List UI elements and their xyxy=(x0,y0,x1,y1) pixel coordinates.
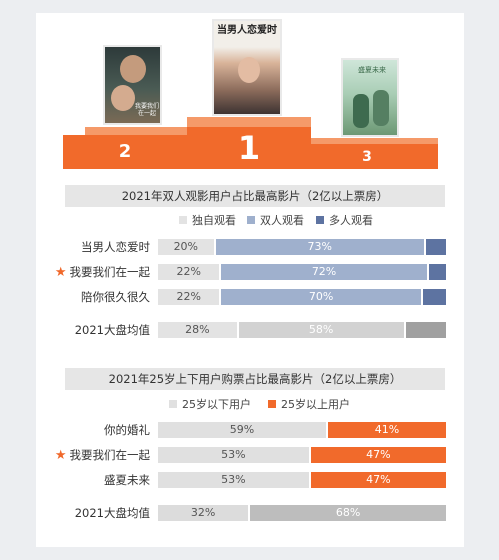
podium-rank-1: 1 xyxy=(237,129,261,167)
chart1-row-label-text: 陪你很久很久 xyxy=(81,290,150,304)
chart1-row-label-1: ★ 我要我们在一起 xyxy=(40,264,150,281)
chart1-row-label-3: 2021大盘均值 xyxy=(40,322,150,338)
chart2-legend-over25-swatch xyxy=(268,400,276,408)
chart2-legend-under25-label: 25岁以下用户 xyxy=(182,398,251,411)
chart1-bar-3-2 xyxy=(405,322,446,338)
chart1-bar-1-0: 22% xyxy=(158,264,220,280)
chart2-bar-0-1: 41% xyxy=(327,422,446,438)
chart1-row-label-text: 2021大盘均值 xyxy=(74,323,150,337)
chart1-legend-duo-swatch xyxy=(247,216,255,224)
chart1-bar-0-0: 20% xyxy=(158,239,214,255)
chart1-row-label-0: 当男人恋爱时 xyxy=(40,239,150,255)
poster-1-face xyxy=(238,57,260,83)
chart2-bar-2-1: 47% xyxy=(310,472,446,488)
chart1-legend-solo: 独自观看 xyxy=(179,214,236,228)
podium-top-right xyxy=(311,138,438,144)
chart2-row-label-text: 盛夏未来 xyxy=(104,473,150,487)
chart1-bar-3-0: 28% xyxy=(158,322,237,338)
chart2-bar-0-0: 59% xyxy=(158,422,326,438)
chart1-legend-duo-label: 双人观看 xyxy=(260,214,304,227)
chart1-bar-1-1: 72% xyxy=(221,264,427,280)
chart2-legend-under25-swatch xyxy=(169,400,177,408)
podium-top-left xyxy=(85,127,187,135)
chart1-legend-multi-swatch xyxy=(316,216,324,224)
podium-top-center xyxy=(187,117,311,127)
chart1-legend-duo: 双人观看 xyxy=(247,214,304,228)
chart1-row-label-2: 陪你很久很久 xyxy=(40,289,150,305)
chart2-row-label-text: 我要我们在一起 xyxy=(69,448,151,462)
chart1-bar-2-2 xyxy=(422,289,446,305)
chart1-bar-3-1: 58% xyxy=(238,322,404,338)
chart2-legend-over25-label: 25岁以上用户 xyxy=(281,398,350,411)
poster-rank-1: 当男人恋爱时 xyxy=(212,19,282,116)
chart2-row-label-text: 2021大盘均值 xyxy=(74,506,150,520)
chart1-legend-multi: 多人观看 xyxy=(316,214,373,228)
poster-1-title: 当男人恋爱时 xyxy=(217,25,277,36)
chart1-title: 2021年双人观影用户占比最高影片（2亿以上票房） xyxy=(65,185,445,207)
chart1-bar-2-1: 70% xyxy=(221,289,421,305)
chart2-row-label-1: ★ 我要我们在一起 xyxy=(40,447,150,464)
chart2-bar-1-1: 47% xyxy=(310,447,446,463)
star-icon: ★ xyxy=(54,265,67,280)
chart1-bar-1-2 xyxy=(428,264,446,280)
podium-rank-2: 2 xyxy=(118,141,132,162)
podium-rank-3: 3 xyxy=(362,149,372,165)
poster-3-figure-a xyxy=(353,94,369,128)
chart1-bar-0-1: 73% xyxy=(215,239,424,255)
podium-block-3 xyxy=(311,144,438,169)
chart1-bar-0-2 xyxy=(425,239,446,255)
chart1-legend-solo-swatch xyxy=(179,216,187,224)
podium-block-1 xyxy=(187,127,311,169)
poster-2-face-b xyxy=(111,85,135,111)
chart2-bar-2-0: 53% xyxy=(158,472,309,488)
poster-3-figure-b xyxy=(373,90,389,126)
chart1-legend-solo-label: 独自观看 xyxy=(192,214,236,227)
poster-rank-3: 盛夏未来 xyxy=(341,58,399,137)
poster-2-face-a xyxy=(120,55,146,83)
chart2-bar-1-0: 53% xyxy=(158,447,309,463)
chart2-row-label-text: 你的婚礼 xyxy=(104,423,150,437)
chart2-legend-over25: 25岁以上用户 xyxy=(268,398,350,412)
chart2-bar-3-1: 68% xyxy=(250,505,446,521)
chart2-row-label-3: 2021大盘均值 xyxy=(40,505,150,521)
chart1-legend-multi-label: 多人观看 xyxy=(329,214,373,227)
poster-2-title: 我要我们在一起 xyxy=(135,103,160,117)
chart2-title: 2021年25岁上下用户购票占比最高影片（2亿以上票房） xyxy=(65,368,445,390)
poster-rank-2: 我要我们在一起 xyxy=(103,45,162,125)
chart1-row-label-text: 当男人恋爱时 xyxy=(81,240,150,254)
chart1-row-label-text: 我要我们在一起 xyxy=(69,265,151,279)
star-icon: ★ xyxy=(54,448,67,463)
chart2-bar-3-0: 32% xyxy=(158,505,249,521)
podium-block-2 xyxy=(63,135,187,169)
chart1-bar-2-0: 22% xyxy=(158,289,220,305)
chart2-row-label-2: 盛夏未来 xyxy=(40,472,150,488)
chart2-legend-under25: 25岁以下用户 xyxy=(169,398,251,412)
poster-3-title: 盛夏未来 xyxy=(358,66,386,74)
chart2-row-label-0: 你的婚礼 xyxy=(40,422,150,438)
